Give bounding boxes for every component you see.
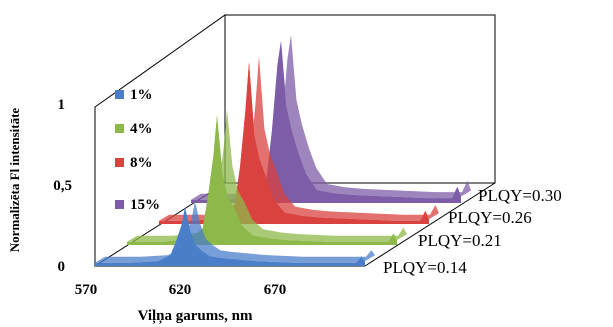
legend: 1% 4% 8% 15% <box>115 87 160 213</box>
series-annotation: PLQY=0.26 <box>448 208 532 227</box>
y-tick-label: 1 <box>58 97 66 113</box>
series-ribbons <box>95 35 471 266</box>
legend-swatch <box>115 158 124 167</box>
y-tick-label: 0 <box>58 259 66 275</box>
legend-swatch <box>115 200 124 209</box>
floor-right-edge <box>364 182 496 267</box>
series-annotation: PLQY=0.30 <box>478 186 562 205</box>
series-annotation: PLQY=0.14 <box>383 258 467 277</box>
legend-swatch <box>115 90 124 99</box>
legend-label: 1% <box>130 87 153 103</box>
y-axis-title: Normalizēta Fl intensitāte <box>7 108 22 253</box>
x-tick-label: 620 <box>169 282 192 298</box>
legend-label: 8% <box>130 155 153 171</box>
x-axis-title: Viļņa garums, nm <box>138 308 253 324</box>
x-tick-label: 670 <box>264 282 287 298</box>
legend-swatch <box>115 124 124 133</box>
series-annotation: PLQY=0.21 <box>418 231 502 250</box>
legend-label: 15% <box>130 197 160 213</box>
y-tick-label: 0,5 <box>53 178 72 194</box>
x-tick-label: 570 <box>75 282 98 298</box>
legend-label: 4% <box>130 121 153 137</box>
